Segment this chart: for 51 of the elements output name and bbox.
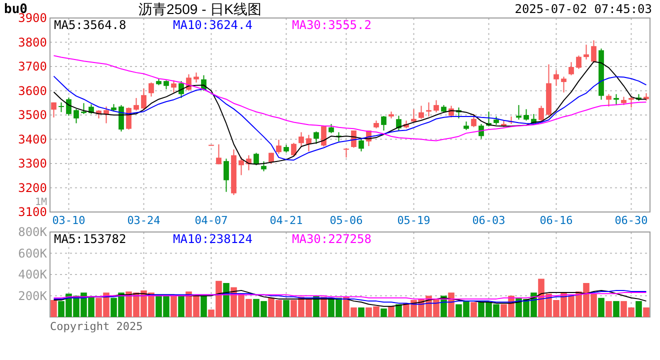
text: MA5:3564.8	[54, 18, 126, 32]
y-tick-label: 3200	[18, 180, 47, 195]
text: MA30:3555.2	[292, 18, 372, 32]
y-tick-label: 3700	[18, 60, 47, 74]
text: Copyright 2025	[50, 320, 143, 333]
bar	[223, 283, 230, 317]
x-tick-label: 04-21	[270, 214, 303, 227]
y-tick-label: 3500	[18, 108, 47, 122]
bar	[283, 300, 290, 317]
chart-title: 沥青2509 - 日K线图	[138, 1, 262, 17]
text: MA5:153782	[54, 232, 126, 246]
y-tick-label: 3400	[18, 132, 47, 146]
line-series	[53, 76, 647, 161]
text: MA10:238124	[173, 232, 252, 246]
text: 1M	[34, 197, 47, 208]
bar	[178, 296, 184, 317]
bar	[358, 307, 364, 317]
bar	[636, 301, 642, 317]
bar	[396, 304, 402, 317]
line-series	[53, 292, 647, 300]
y-tick-label: 400K	[18, 268, 48, 282]
y-tick-label: 800K	[18, 225, 48, 239]
bar	[200, 296, 207, 317]
bar	[448, 292, 454, 317]
y-tick-label: 3100	[18, 205, 47, 219]
text: MA30:227258	[292, 232, 372, 246]
x-tick-label: 06-16	[540, 214, 573, 227]
x-tick-label: 03-24	[127, 214, 161, 227]
y-tick-label: 3600	[18, 84, 47, 98]
bar	[50, 300, 57, 317]
bar	[598, 298, 604, 317]
text: 2025-07-02 07:45:03	[514, 2, 652, 16]
x-tick-label: 06-30	[614, 214, 648, 227]
y-tick-label: 3300	[18, 156, 47, 170]
x-tick-label: 06-03	[472, 214, 506, 227]
bar	[643, 307, 650, 317]
x-tick-label: 04-07	[194, 214, 228, 227]
x-tick-label: 05-19	[397, 214, 430, 227]
bar	[470, 302, 477, 317]
y-tick-label: 200K	[18, 288, 48, 303]
bar	[388, 306, 394, 317]
bar	[380, 308, 387, 317]
x-tick-label: 03-10	[52, 214, 86, 227]
text: MA10:3624.4	[173, 18, 252, 32]
x-tick-label: 05-06	[330, 214, 363, 227]
bar	[170, 296, 177, 317]
bar	[606, 301, 612, 317]
y-tick-label: 600K	[18, 246, 48, 260]
bar	[613, 301, 620, 317]
bar	[320, 296, 327, 317]
y-tick-label: 3800	[18, 35, 47, 50]
